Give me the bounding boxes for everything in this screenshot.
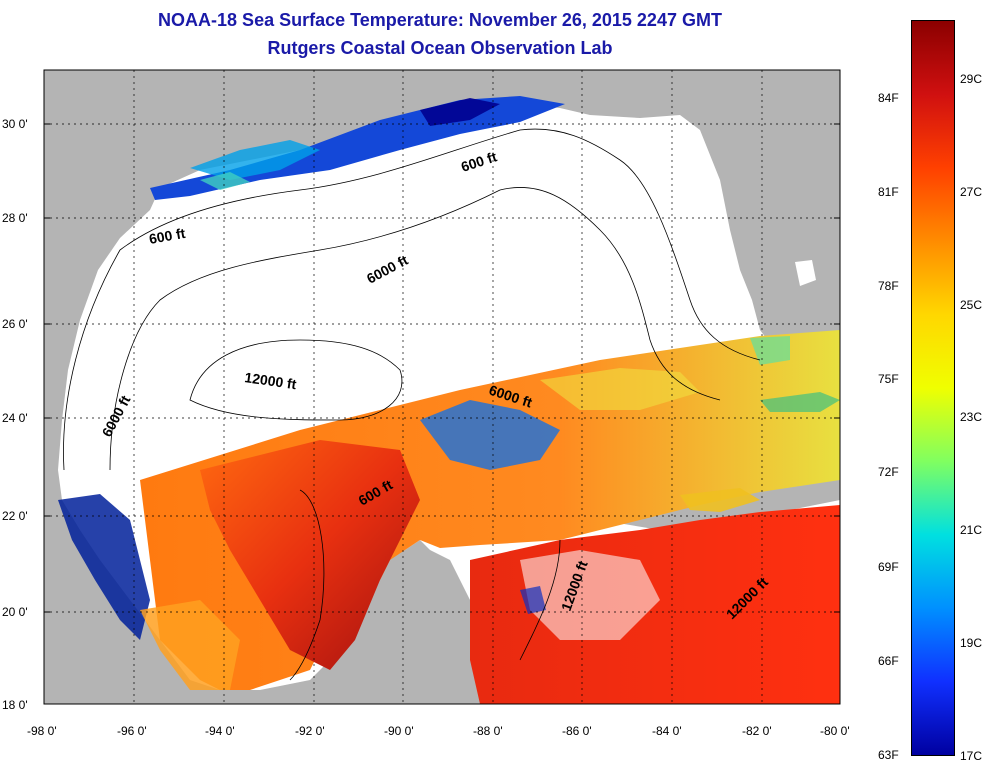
colorbar-f-label: 69F	[878, 560, 899, 574]
contour-label: 12000 ft	[244, 369, 298, 392]
contour-label: 600 ft	[148, 225, 187, 247]
y-tick-label: 28 0'	[2, 211, 28, 225]
bathymetry-contours	[63, 128, 761, 681]
colorbar-f-label: 63F	[878, 748, 899, 762]
colorbar-c-label: 25C	[960, 298, 983, 312]
x-tick-label: -92 0'	[295, 724, 325, 738]
x-tick-label: -96 0'	[117, 724, 147, 738]
colorbar-f-label: 72F	[878, 465, 899, 479]
y-tick-label: 22 0'	[2, 509, 28, 523]
x-tick-label: -80 0'	[820, 724, 850, 738]
y-tick-label: 20 0'	[2, 605, 28, 619]
florida-land	[690, 70, 840, 385]
colorbar-c-label: 29C	[960, 72, 983, 86]
colorbar-f-label: 75F	[878, 372, 899, 386]
map-title: NOAA-18 Sea Surface Temperature: Novembe…	[158, 10, 722, 30]
y-tick-label: 18 0'	[2, 698, 28, 712]
colorbar-c-label: 23C	[960, 410, 983, 424]
colorbar	[911, 20, 955, 756]
x-tick-label: -90 0'	[384, 724, 414, 738]
colorbar-f-label: 66F	[878, 654, 899, 668]
colorbar-c-label: 21C	[960, 523, 983, 537]
x-tick-label: -84 0'	[652, 724, 682, 738]
map-frame	[43, 69, 841, 705]
colorbar-c-label: 17C	[960, 749, 983, 763]
yucatan-land	[330, 545, 480, 704]
y-tick-label: 26 0'	[2, 317, 28, 331]
colorbar-c-label: 27C	[960, 185, 983, 199]
x-tick-label: -98 0'	[27, 724, 57, 738]
colorbar-f-label: 84F	[878, 91, 899, 105]
map-subtitle: Rutgers Coastal Ocean Observation Lab	[267, 38, 613, 58]
x-tick-label: -88 0'	[473, 724, 503, 738]
colorbar-f-label: 81F	[878, 185, 899, 199]
x-tick-label: -94 0'	[205, 724, 235, 738]
colorbar-c-label: 19C	[960, 636, 983, 650]
y-tick-label: 24 0'	[2, 411, 28, 425]
colorbar-f-label: 78F	[878, 279, 899, 293]
lat-lon-grid	[44, 70, 840, 704]
x-tick-label: -82 0'	[742, 724, 772, 738]
x-tick-label: -86 0'	[562, 724, 592, 738]
y-tick-label: 30 0'	[2, 117, 28, 131]
